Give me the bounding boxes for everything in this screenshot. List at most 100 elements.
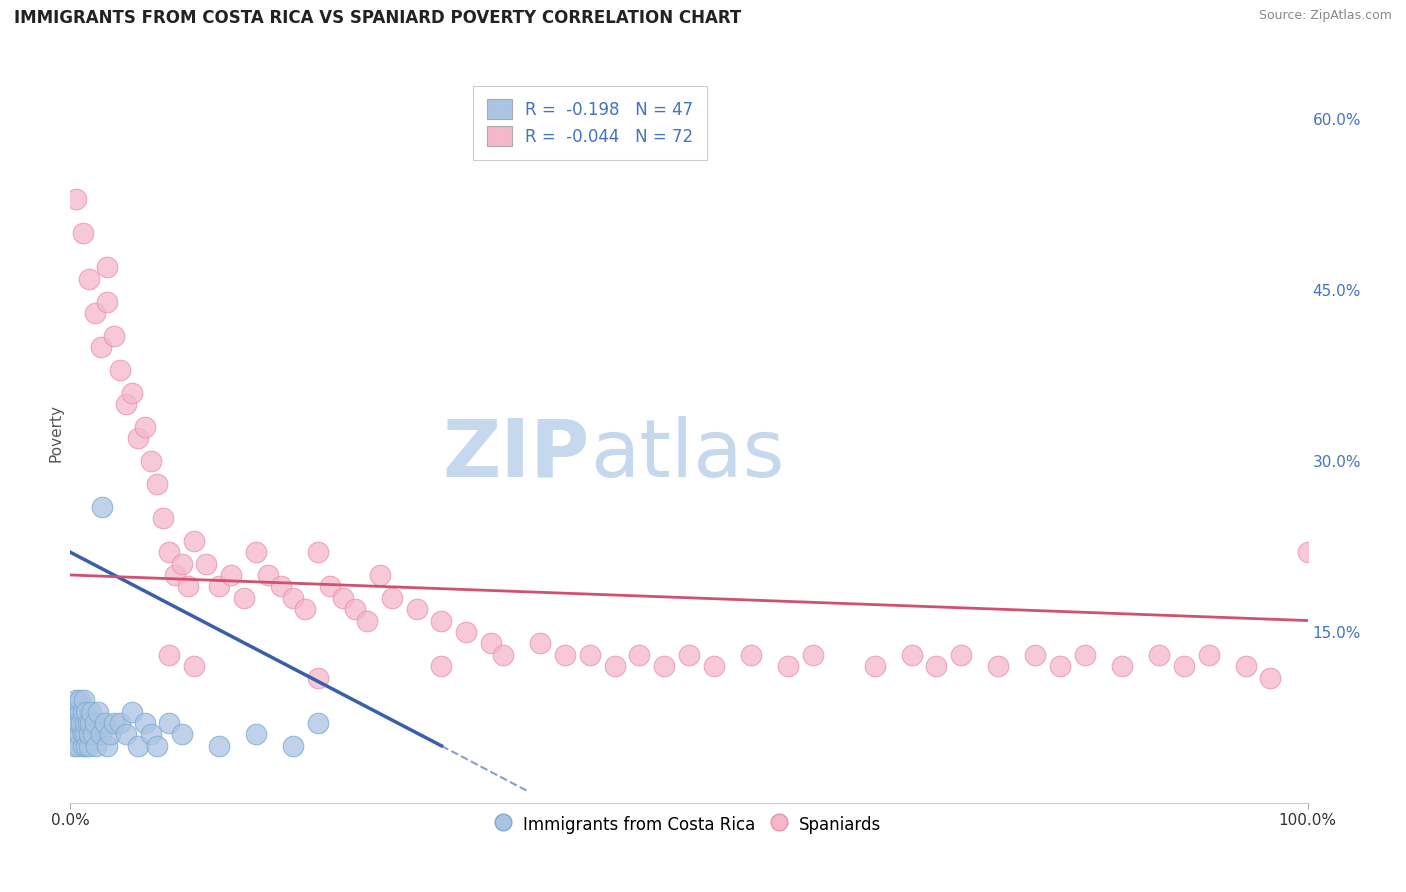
Point [603, 659, 626, 673]
Point [281, 591, 304, 605]
Point [652, 659, 675, 673]
Point [1198, 648, 1220, 662]
Point [75, 716, 97, 731]
Point [72, 227, 94, 241]
Point [1260, 671, 1282, 685]
Point [115, 397, 138, 411]
Point [430, 614, 453, 628]
Point [134, 716, 156, 731]
Text: IMMIGRANTS FROM COSTA RICA VS SPANIARD POVERTY CORRELATION CHART: IMMIGRANTS FROM COSTA RICA VS SPANIARD P… [14, 9, 741, 27]
Point [183, 533, 205, 548]
Point [72, 739, 94, 753]
Point [67, 716, 90, 731]
Point [430, 659, 453, 673]
Text: atlas: atlas [591, 416, 785, 494]
Point [208, 739, 231, 753]
Point [66, 739, 89, 753]
Point [294, 602, 316, 616]
Point [65, 727, 87, 741]
Point [67, 727, 90, 741]
Point [492, 648, 515, 662]
Point [1049, 659, 1071, 673]
Point [96, 739, 118, 753]
Point [75, 739, 97, 753]
Point [75, 727, 97, 741]
Point [115, 727, 138, 741]
Point [84, 739, 107, 753]
Point [628, 648, 651, 662]
Point [183, 659, 205, 673]
Point [157, 716, 180, 731]
Point [319, 579, 342, 593]
Point [157, 545, 180, 559]
Point [270, 579, 292, 593]
Point [152, 511, 174, 525]
Point [479, 636, 502, 650]
Point [281, 739, 304, 753]
Point [108, 716, 131, 731]
Point [103, 328, 125, 343]
Point [307, 545, 329, 559]
Point [139, 727, 162, 741]
Point [177, 579, 200, 593]
Point [863, 659, 886, 673]
Point [134, 420, 156, 434]
Point [245, 545, 267, 559]
Point [121, 705, 143, 719]
Point [257, 568, 280, 582]
Point [950, 648, 973, 662]
Point [332, 591, 354, 605]
Point [72, 705, 94, 719]
Point [96, 260, 118, 275]
Point [79, 716, 101, 731]
Point [801, 648, 824, 662]
Point [90, 727, 112, 741]
Point [73, 693, 96, 707]
Point [219, 568, 242, 582]
Point [146, 476, 169, 491]
Point [65, 693, 87, 707]
Point [103, 716, 125, 731]
Point [343, 602, 366, 616]
Point [900, 648, 922, 662]
Point [740, 648, 762, 662]
Point [76, 716, 98, 731]
Point [776, 659, 799, 673]
Legend: Immigrants from Costa Rica, Spaniards: Immigrants from Costa Rica, Spaniards [485, 803, 893, 847]
Point [77, 272, 100, 286]
Point [987, 659, 1010, 673]
Point [91, 500, 114, 514]
Point [356, 614, 378, 628]
Point [139, 454, 162, 468]
Point [90, 340, 112, 354]
Point [245, 727, 267, 741]
Point [1173, 659, 1195, 673]
Point [208, 579, 231, 593]
Point [69, 705, 91, 719]
Point [77, 727, 100, 741]
Point [554, 648, 576, 662]
Point [127, 431, 149, 445]
Point [1147, 648, 1170, 662]
Point [98, 727, 121, 741]
Point [84, 306, 107, 320]
Point [307, 671, 329, 685]
Point [70, 716, 93, 731]
Point [63, 739, 86, 753]
Point [925, 659, 948, 673]
Text: ZIP: ZIP [443, 416, 591, 494]
Point [232, 591, 254, 605]
Point [72, 727, 94, 741]
Point [195, 557, 218, 571]
Point [1024, 648, 1046, 662]
Point [84, 716, 107, 731]
Point [165, 568, 187, 582]
Point [65, 716, 87, 731]
Point [529, 636, 551, 650]
Point [82, 727, 104, 741]
Point [703, 659, 725, 673]
Point [94, 716, 117, 731]
Point [108, 363, 131, 377]
Point [170, 557, 193, 571]
Point [1074, 648, 1097, 662]
